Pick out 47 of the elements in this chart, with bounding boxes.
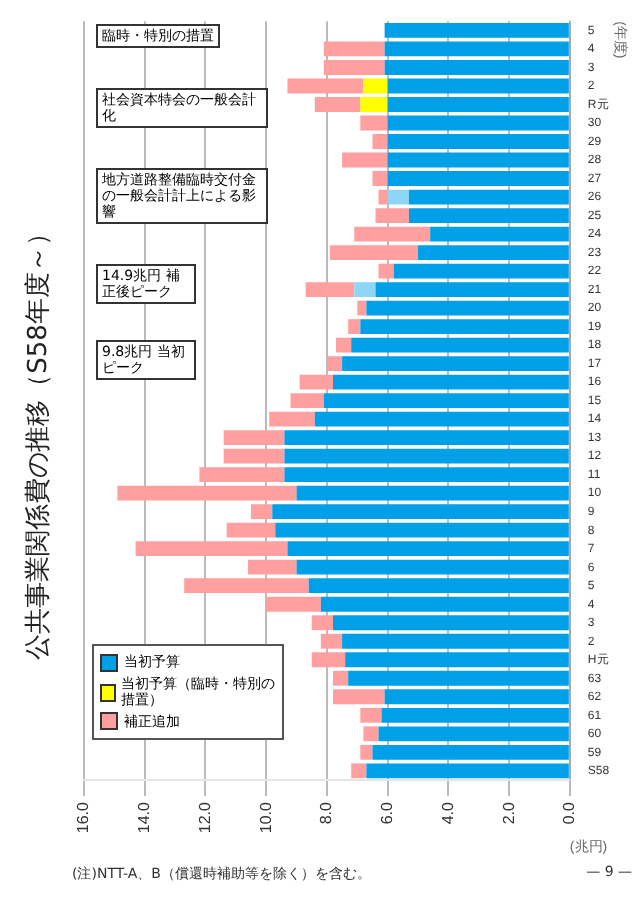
bar — [360, 115, 388, 131]
bar — [314, 97, 361, 112]
bar — [329, 245, 419, 260]
bar — [387, 78, 569, 94]
bar — [387, 115, 569, 131]
x-tick-label: 0.0 — [560, 800, 579, 825]
bar — [378, 189, 388, 205]
bar — [387, 97, 569, 112]
bar — [363, 78, 388, 94]
bar — [360, 97, 388, 112]
bar — [387, 152, 569, 168]
bar — [418, 245, 569, 260]
x-tick-label: 10.0 — [256, 800, 275, 834]
text: 公共事業関係費の推移（S58年度～） — [22, 218, 56, 664]
bar — [357, 300, 367, 316]
bar — [354, 226, 431, 242]
bar — [348, 319, 361, 334]
bar — [372, 171, 388, 186]
x-tick-label: 4.0 — [438, 800, 457, 825]
bar — [387, 134, 569, 149]
bar — [372, 134, 388, 149]
bar — [387, 189, 409, 205]
bar — [387, 171, 569, 186]
bar — [384, 60, 569, 75]
bar — [384, 23, 569, 38]
bar — [375, 208, 409, 223]
bar — [342, 152, 388, 168]
bar — [323, 41, 385, 57]
bar — [354, 282, 376, 297]
bar — [305, 282, 355, 297]
bar — [360, 319, 569, 334]
bar — [393, 263, 569, 279]
bar — [375, 282, 569, 297]
bar — [378, 263, 394, 279]
x-tick-label: 8.0 — [317, 800, 336, 825]
bar — [287, 78, 364, 94]
x-tick-label: 2.0 — [499, 800, 518, 825]
x-tick-label: 14.0 — [135, 800, 154, 834]
bar — [408, 208, 569, 223]
x-tick-label: 12.0 — [195, 800, 214, 834]
bar — [430, 226, 569, 242]
x-tick-label: 16.0 — [74, 800, 93, 834]
bar — [408, 189, 569, 205]
bar — [384, 41, 569, 57]
x-tick-label: 6.0 — [378, 800, 397, 825]
bar — [323, 60, 385, 75]
bar — [366, 300, 569, 316]
